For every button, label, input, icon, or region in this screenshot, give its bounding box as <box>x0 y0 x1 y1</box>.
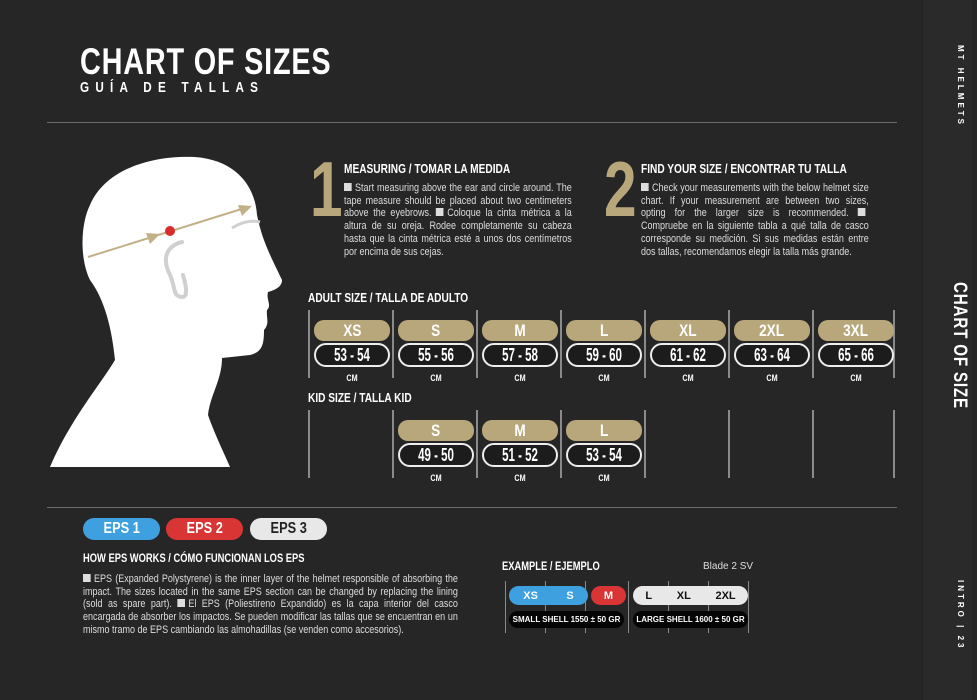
eps3-badge: EPS 3 <box>250 518 327 540</box>
size-label: S <box>398 420 474 441</box>
column-divider <box>392 410 394 478</box>
example-heading: EXAMPLE / EJEMPLO <box>502 559 600 573</box>
side-panel: MT HELMETS CHART OF SIZE INTRO | 23 <box>922 0 972 700</box>
column-divider <box>476 310 478 378</box>
column-divider <box>392 310 394 378</box>
example-divider <box>505 581 506 633</box>
step-heading-2: FIND YOUR SIZE / ENCONTRAR TU TALLA <box>641 161 847 176</box>
measure-point-marker <box>165 226 175 236</box>
size-label: 3XL <box>818 320 894 341</box>
kid-size-label: KID SIZE / TALLA KID <box>308 390 412 405</box>
example-model: Blade 2 SV <box>703 561 754 572</box>
eps1-badge: EPS 1 <box>83 518 160 540</box>
ear-icon <box>163 240 188 300</box>
brand-label: MT HELMETS <box>956 45 965 127</box>
column-divider <box>728 310 730 378</box>
head-silhouette <box>50 156 282 467</box>
column-divider <box>812 310 814 378</box>
eps2-badge: EPS 2 <box>166 518 243 540</box>
column-divider <box>893 310 895 378</box>
column-divider <box>560 410 562 478</box>
example-divider <box>708 581 709 633</box>
size-label: 2XL <box>734 320 810 341</box>
step-text-1: Start measuring above the ear and circle… <box>344 182 572 258</box>
example-divider <box>628 581 629 633</box>
column-divider <box>308 410 310 478</box>
size-measurement: 63 - 64 CM <box>734 343 810 383</box>
page-number: INTRO | 23 <box>956 580 965 651</box>
flag-es-icon <box>177 599 185 608</box>
eps-heading: HOW EPS WORKS / CÓMO FUNCIONAN LOS EPS <box>83 551 305 565</box>
size-measurement: 49 - 50 CM <box>398 443 474 483</box>
flag-en-icon <box>83 574 91 582</box>
size-measurement: 55 - 56 CM <box>398 343 474 383</box>
flag-en-icon <box>344 183 352 191</box>
size-label: M <box>482 420 558 441</box>
head-illustration <box>50 156 282 467</box>
example-divider <box>585 581 586 633</box>
column-divider <box>560 310 562 378</box>
step-text-2: Check your measurements with the below h… <box>641 182 869 258</box>
large-shell-label: LARGE SHELL 1600 ± 50 GR <box>633 611 748 628</box>
size-measurement: 61 - 62 CM <box>650 343 726 383</box>
example-divider <box>668 581 669 633</box>
flag-en-icon <box>641 183 649 191</box>
column-divider <box>644 410 646 478</box>
column-divider <box>476 410 478 478</box>
step-number-2: 2 <box>604 145 637 233</box>
flag-es-icon <box>857 208 866 217</box>
size-measurement: 51 - 52 CM <box>482 443 558 483</box>
size-measurement: 53 - 54 CM <box>314 343 390 383</box>
divider <box>47 507 897 508</box>
eyebrow <box>231 219 261 230</box>
section-label: CHART OF SIZE <box>949 282 970 409</box>
column-divider <box>308 310 310 378</box>
column-divider <box>728 410 730 478</box>
size-label: XL <box>650 320 726 341</box>
size-measurement: 65 - 66 CM <box>818 343 894 383</box>
column-divider <box>893 410 895 478</box>
column-divider <box>644 310 646 378</box>
size-label: L <box>566 420 642 441</box>
eps-description: EPS (Expanded Polystyrene) is the inner … <box>83 573 458 636</box>
step-number-1: 1 <box>310 145 343 233</box>
size-measurement: 57 - 58 CM <box>482 343 558 383</box>
size-measurement: 53 - 54 CM <box>566 443 642 483</box>
divider <box>47 122 897 123</box>
size-label: XS <box>314 320 390 341</box>
page-subtitle: GUÍA DE TALLAS <box>80 79 265 96</box>
flag-es-icon <box>436 208 444 217</box>
size-label: S <box>398 320 474 341</box>
size-label: L <box>566 320 642 341</box>
example-divider <box>545 581 546 633</box>
example-divider <box>748 581 749 633</box>
page-title: CHART OF SIZES <box>80 41 332 82</box>
example-eps2-sizes: M <box>591 586 626 605</box>
example-eps1-sizes: XS S <box>509 586 588 605</box>
adult-size-label: ADULT SIZE / TALLA DE ADULTO <box>308 290 469 305</box>
small-shell-label: SMALL SHELL 1550 ± 50 GR <box>509 611 624 628</box>
column-divider <box>812 410 814 478</box>
step-heading-1: MEASURING / TOMAR LA MEDIDA <box>344 161 511 176</box>
example-eps3-sizes: L XL 2XL <box>633 586 748 605</box>
size-label: M <box>482 320 558 341</box>
size-measurement: 59 - 60 CM <box>566 343 642 383</box>
